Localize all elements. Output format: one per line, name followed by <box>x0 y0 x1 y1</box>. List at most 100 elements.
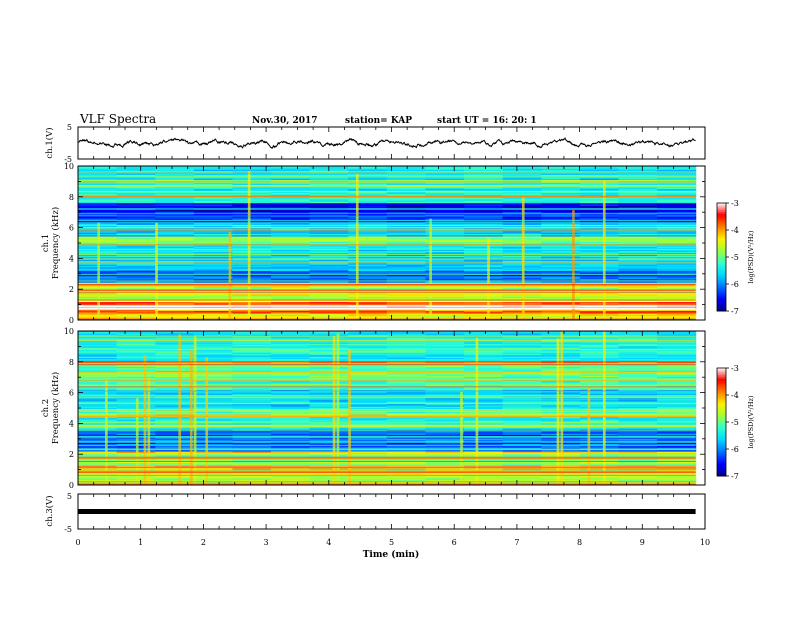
spectrogram-cell <box>502 177 542 180</box>
spectrogram-cell <box>541 294 581 297</box>
spectrogram-cell <box>155 384 195 387</box>
spectrogram-cell <box>193 446 233 449</box>
spectrogram-cell <box>425 183 465 186</box>
spectrogram-cell <box>502 361 542 364</box>
spectrogram-cell <box>232 408 272 410</box>
spectrogram-cell <box>271 451 311 454</box>
spectrogram-cell <box>579 455 619 458</box>
spectrogram-cell <box>116 393 156 396</box>
spectrogram-cell <box>657 450 697 453</box>
spectrogram-cell <box>232 199 272 202</box>
spectrogram-cell <box>464 416 504 419</box>
spectrogram-cell <box>232 355 272 358</box>
spectrogram-cell <box>657 176 697 178</box>
spectrogram-cell <box>618 250 658 253</box>
spectrogram-cell <box>116 384 156 387</box>
spectrogram-cell <box>78 373 118 376</box>
spectrogram-cell <box>464 204 504 207</box>
spectrogram-cell <box>348 459 388 462</box>
spectrogram-cell <box>271 186 311 189</box>
spectrogram-cell <box>425 284 465 286</box>
colorbar-swatch <box>717 384 726 387</box>
spectrogram-cell <box>232 243 272 245</box>
colorbar-swatch <box>717 395 726 398</box>
spectrogram-cell <box>657 400 697 402</box>
spectrogram-cell <box>193 294 233 297</box>
spectrogram-cell <box>657 363 697 365</box>
spectrogram-cell <box>618 381 658 383</box>
spectrogram-cell <box>464 473 504 476</box>
spectrogram-cell <box>502 422 542 424</box>
spectrogram-cell <box>232 260 272 263</box>
spectrogram-cell <box>271 345 311 347</box>
spectrogram-cell <box>309 416 349 419</box>
spectrogram-cell <box>425 246 465 249</box>
spectrogram-cell <box>425 387 465 390</box>
spectrogram-cell <box>386 441 426 444</box>
spectrogram-cell <box>425 455 465 458</box>
spectrogram-cell <box>541 281 581 284</box>
spectrogram-cell <box>464 168 504 171</box>
spectrogram-cell <box>386 438 426 441</box>
spectrogram-cell <box>116 338 156 341</box>
spectrogram-cell <box>386 269 426 272</box>
spectrogram-cell <box>348 313 388 316</box>
spectrogram-cell <box>193 257 233 259</box>
spectrogram-cell <box>464 396 504 399</box>
spectrogram-cell <box>78 446 118 449</box>
spectrogram-cell <box>657 468 697 470</box>
spectrogram-cell <box>348 285 388 288</box>
spectrogram-cell <box>193 437 233 440</box>
spectrogram-cell <box>348 251 388 254</box>
spectrogram-cell <box>155 406 195 409</box>
spectrogram-cell <box>78 442 118 445</box>
spectrogram-cell <box>193 264 233 267</box>
spectrogram-cell <box>155 295 195 298</box>
spectrogram-cell <box>386 239 426 241</box>
spectrogram-cell <box>309 393 349 396</box>
spectrogram-cell <box>232 401 272 404</box>
spectrogram-cell <box>155 296 195 299</box>
spectrogram-cell <box>271 441 311 444</box>
spectrogram-cell <box>657 434 697 437</box>
spectrogram-cell <box>579 237 619 240</box>
spectrogram-cell <box>78 360 118 363</box>
spectrogram-cell <box>116 189 156 191</box>
spectrogram-cell <box>116 208 156 211</box>
spectrogram-cell <box>309 414 349 417</box>
spectrogram-cell <box>193 391 233 393</box>
spectrogram-cell <box>116 303 156 305</box>
spectrogram-cell <box>541 257 581 259</box>
spectrogram-cell <box>425 432 465 435</box>
spectrogram-cell <box>155 302 195 304</box>
spectrogram-cell <box>193 281 233 284</box>
spectrogram-cell <box>579 227 619 230</box>
spectrogram-cell <box>579 332 619 334</box>
spectrogram-cell <box>309 255 349 258</box>
spectrogram-cell <box>464 296 504 299</box>
spectrogram-cell <box>309 331 349 333</box>
spectrogram-cell <box>232 364 272 367</box>
spectrogram-cell <box>155 254 195 257</box>
spectrogram-cell <box>232 351 272 354</box>
spectrogram-cell <box>425 357 465 360</box>
spectrogram-cell <box>386 392 426 395</box>
spectrogram-cell <box>116 191 156 194</box>
spectrogram-cell <box>464 397 504 400</box>
spectrogram-cell <box>386 445 426 447</box>
spectrogram-cell <box>116 285 156 288</box>
spectrogram-cell <box>78 334 118 337</box>
spectrogram-cell <box>271 377 311 379</box>
spectrogram-cell <box>657 236 697 239</box>
spectrogram-cell <box>657 285 697 288</box>
spectrogram-cell <box>193 393 233 396</box>
spectrogram-cell <box>348 203 388 205</box>
spectrogram-cell <box>579 192 619 195</box>
spectrogram-cell <box>464 377 504 379</box>
spectrogram-cell <box>464 192 504 195</box>
spectrogram-cell <box>271 313 311 316</box>
spectrogram-cell <box>116 346 156 349</box>
spectrogram-cell <box>116 345 156 347</box>
spectrogram-cell <box>232 257 272 259</box>
spectrogram-cell <box>657 336 697 338</box>
